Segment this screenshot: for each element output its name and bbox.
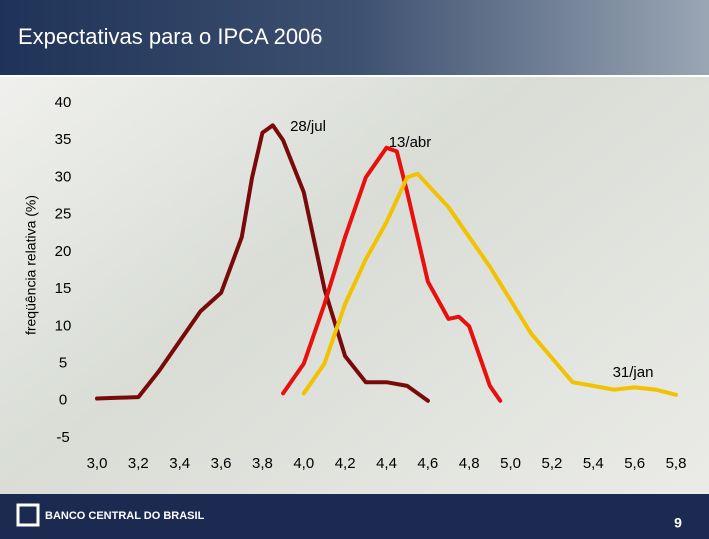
x-tick-label: 3,6 [211,455,232,472]
footer [0,494,709,539]
x-tick-label: 5,8 [666,455,687,472]
x-tick-label: 4,2 [335,455,356,472]
x-tick-label: 5,0 [500,455,521,472]
x-tick-label: 4,4 [376,455,397,472]
y-tick-label: 15 [55,280,72,297]
x-tick-label: 3,0 [87,455,108,472]
x-tick-label: 3,2 [128,455,149,472]
y-tick-label: 0 [59,392,67,409]
y-tick-label: 20 [55,243,72,260]
logo-icon [16,503,40,527]
series-line [281,145,503,403]
x-tick-label: 5,4 [583,455,604,472]
y-tick-label: -5 [56,429,69,446]
plot: -5 0 5 10 15 20 25 30 35 40 3,0 3,2 3,4 3,6 3,8 4,0 4,2 4… [55,94,687,472]
x-tick-label: 4,6 [417,455,438,472]
y-tick-label: 10 [55,317,72,334]
chart-title: Expectativas para o IPCA 2006 [18,24,323,49]
y-tick-label: 25 [55,206,72,223]
x-tick-label: 5,2 [541,455,562,472]
y-tick-label: 40 [55,94,72,111]
y-tick-label: 30 [55,168,72,185]
series-label: 31/jan [613,364,654,381]
x-tick-label: 3,8 [252,455,273,472]
footer-brand: BANCO CENTRAL DO BRASIL [45,510,205,522]
y-axis-label: freqüência relativa (%) [23,195,39,335]
series-line [301,171,678,397]
series-label: 28/jul [290,118,326,135]
x-tick-label: 3,4 [169,455,190,472]
x-tick-label: 4,0 [293,455,314,472]
y-tick-label: 35 [55,131,72,148]
x-tick-label: 4,8 [459,455,480,472]
page-number: 9 [674,515,682,531]
series-label: 13/abr [389,134,432,151]
x-tick-label: 5,6 [624,455,645,472]
y-tick-label: 5 [59,355,67,372]
header [0,0,709,76]
series-line [95,123,430,403]
